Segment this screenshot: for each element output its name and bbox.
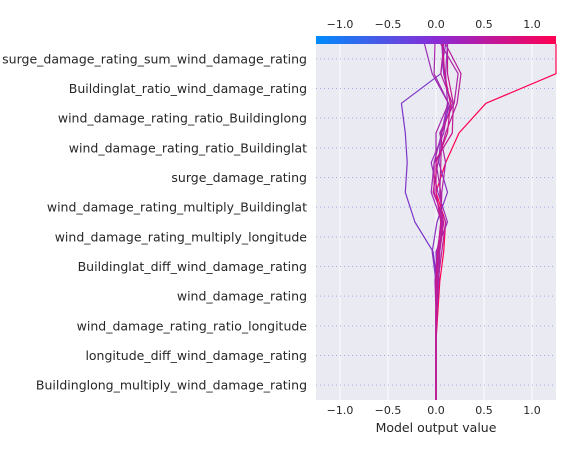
x-axis-label: Model output value	[376, 420, 497, 435]
feature-label: longitude_diff_wind_damage_rating	[85, 348, 307, 363]
top-tick-label: −0.5	[375, 18, 402, 31]
feature-label: wind_damage_rating_multiply_longitude	[55, 229, 308, 244]
bottom-tick-label: 1.0	[523, 404, 541, 417]
feature-label: wind_damage_rating	[177, 289, 307, 304]
feature-label: surge_damage_rating_sum_wind_damage_rati…	[2, 51, 307, 66]
top-tick-label: 0.0	[427, 18, 445, 31]
feature-label: wind_damage_rating_ratio_Buildinglat	[69, 140, 307, 155]
top-x-tick-labels: −1.0 −0.5 0.0 0.5 1.0	[327, 18, 541, 31]
bottom-tick-label: −1.0	[327, 404, 354, 417]
decision-paths	[400, 43, 557, 400]
feature-label: Buildinglong_multiply_wind_damage_rating	[36, 378, 307, 393]
feature-label: wind_damage_rating_ratio_Buildinglong	[58, 111, 307, 126]
bottom-tick-label: 0.5	[475, 404, 493, 417]
feature-label: Buildinglat_ratio_wind_damage_rating	[69, 81, 307, 96]
feature-label: wind_damage_rating_multiply_Buildinglat	[47, 200, 307, 215]
feature-label: wind_damage_rating_ratio_longitude	[77, 318, 308, 333]
top-tick-label: 1.0	[523, 18, 541, 31]
feature-label: surge_damage_rating	[171, 170, 307, 185]
feature-label: Buildinglat_diff_wind_damage_rating	[78, 259, 307, 274]
colorbar	[316, 36, 556, 44]
top-tick-label: −1.0	[327, 18, 354, 31]
bottom-tick-label: −0.5	[375, 404, 402, 417]
top-tick-label: 0.5	[475, 18, 493, 31]
feature-labels: surge_damage_rating_sum_wind_damage_rati…	[2, 51, 307, 392]
decision-path	[435, 43, 451, 400]
bottom-x-tick-labels: −1.0 −0.5 0.0 0.5 1.0	[327, 404, 541, 417]
bottom-tick-label: 0.0	[427, 404, 445, 417]
